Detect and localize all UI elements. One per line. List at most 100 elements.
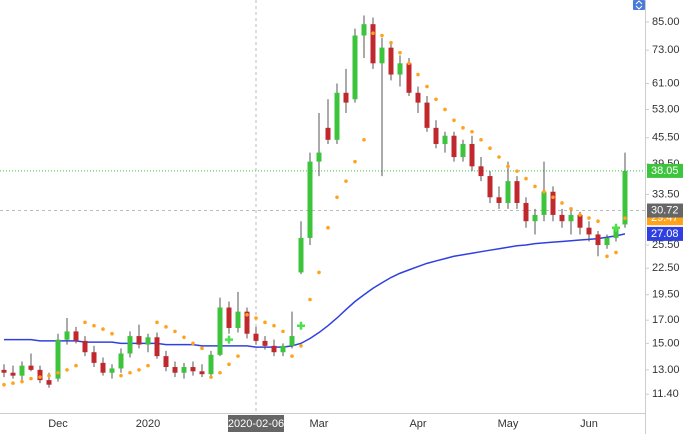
- candle-body: [82, 340, 88, 353]
- sar-dot: [20, 379, 24, 384]
- y-tick-label: 15.00: [652, 337, 680, 349]
- x-tick-label: May: [498, 418, 519, 430]
- sar-dot: [146, 363, 150, 368]
- x-tick-label: Mar: [310, 418, 329, 430]
- candle-body: [325, 127, 331, 140]
- x-tick-label: Dec: [48, 418, 68, 430]
- sar-dot: [353, 159, 357, 164]
- sar-dot: [614, 250, 618, 255]
- sar-dot: [137, 368, 141, 372]
- sar-dot: [38, 375, 42, 379]
- sar-dot: [470, 129, 474, 134]
- sar-dot: [605, 254, 609, 259]
- sar-dot: [398, 50, 402, 55]
- candle-body: [343, 92, 349, 103]
- candle-body: [550, 191, 556, 215]
- candle-body: [118, 353, 124, 369]
- candle-body: [289, 336, 295, 346]
- sar-dot: [434, 97, 438, 102]
- sar-dot: [488, 146, 492, 151]
- candle-body: [127, 336, 133, 354]
- candle-body: [109, 368, 115, 373]
- sar-dot: [380, 33, 384, 38]
- sar-dot: [578, 213, 582, 217]
- candle-body: [451, 135, 457, 158]
- signal-marker: [612, 223, 620, 232]
- candle-body: [19, 365, 25, 376]
- candle-body: [388, 47, 394, 75]
- y-tick-label: 53.00: [652, 103, 680, 115]
- y-tick-label: 13.00: [652, 364, 680, 376]
- sar-dot: [524, 176, 528, 181]
- sar-dot: [227, 362, 231, 367]
- sar-dot: [155, 320, 159, 325]
- sar-dot: [110, 331, 114, 336]
- candle-body: [604, 237, 610, 246]
- candle-body: [235, 311, 241, 328]
- last-price-label-box: [647, 163, 683, 178]
- last-price-label: 38.05: [651, 165, 679, 177]
- candle-body: [397, 63, 403, 75]
- sar-dot: [173, 329, 177, 334]
- sar-dot: [461, 126, 465, 130]
- sar-dot: [425, 84, 429, 89]
- sar-dot: [101, 327, 105, 331]
- icon-box[interactable]: [633, 0, 645, 10]
- sar-dot: [2, 382, 6, 387]
- y-tick-label: 19.50: [652, 289, 680, 301]
- candle-body: [253, 333, 259, 341]
- candle-body: [586, 227, 592, 235]
- candle-body: [208, 354, 214, 375]
- crosshair-y-label: 30.72: [651, 204, 679, 216]
- sar-dot: [272, 323, 276, 328]
- sar-dot: [263, 320, 267, 325]
- candle-body: [163, 356, 169, 368]
- candle-body: [559, 214, 565, 222]
- sar-dot: [191, 341, 195, 346]
- candle-body: [145, 337, 151, 345]
- crosshair-x-label: 2020-02-06: [228, 418, 284, 430]
- candle-body: [514, 181, 520, 203]
- sar-dot: [281, 329, 285, 334]
- sar-dot: [11, 381, 15, 385]
- sar-dot: [74, 363, 78, 368]
- signal-marker: [297, 321, 305, 330]
- sar-dot: [362, 138, 366, 142]
- candle-body: [73, 331, 79, 341]
- x-tick-label: 2020: [136, 418, 160, 430]
- sar-dot: [596, 219, 600, 224]
- sar-dot: [542, 189, 546, 194]
- sar-dot: [245, 312, 249, 317]
- sar-dot: [317, 270, 321, 275]
- sar-dot: [416, 72, 420, 77]
- candle-body: [154, 337, 160, 357]
- y-tick-label: 11.40: [652, 388, 679, 400]
- candle-body: [379, 47, 385, 64]
- y-tick-label: 22.50: [652, 262, 680, 274]
- candle-body: [613, 227, 619, 238]
- candle-body: [505, 181, 511, 203]
- candle-body: [478, 166, 484, 177]
- candle-body: [181, 367, 187, 373]
- settings-icon[interactable]: [633, 0, 645, 10]
- sar-dot: [182, 335, 186, 340]
- candle-body: [100, 362, 106, 373]
- y-tick-label: 61.00: [652, 77, 680, 89]
- sar-dot: [308, 297, 312, 302]
- sar-dot: [623, 216, 627, 221]
- candle-body: [595, 234, 601, 246]
- sar-dot: [56, 370, 60, 375]
- sar-dot: [479, 138, 483, 142]
- candle-body: [532, 214, 538, 222]
- candle-body: [442, 135, 448, 144]
- candle-body: [298, 237, 304, 273]
- y-tick-label: 33.50: [652, 188, 680, 200]
- candle-body: [361, 24, 367, 36]
- candle-body: [406, 63, 412, 93]
- candle-body: [271, 345, 277, 353]
- sar-dot: [569, 207, 573, 211]
- sar-dot: [83, 320, 87, 325]
